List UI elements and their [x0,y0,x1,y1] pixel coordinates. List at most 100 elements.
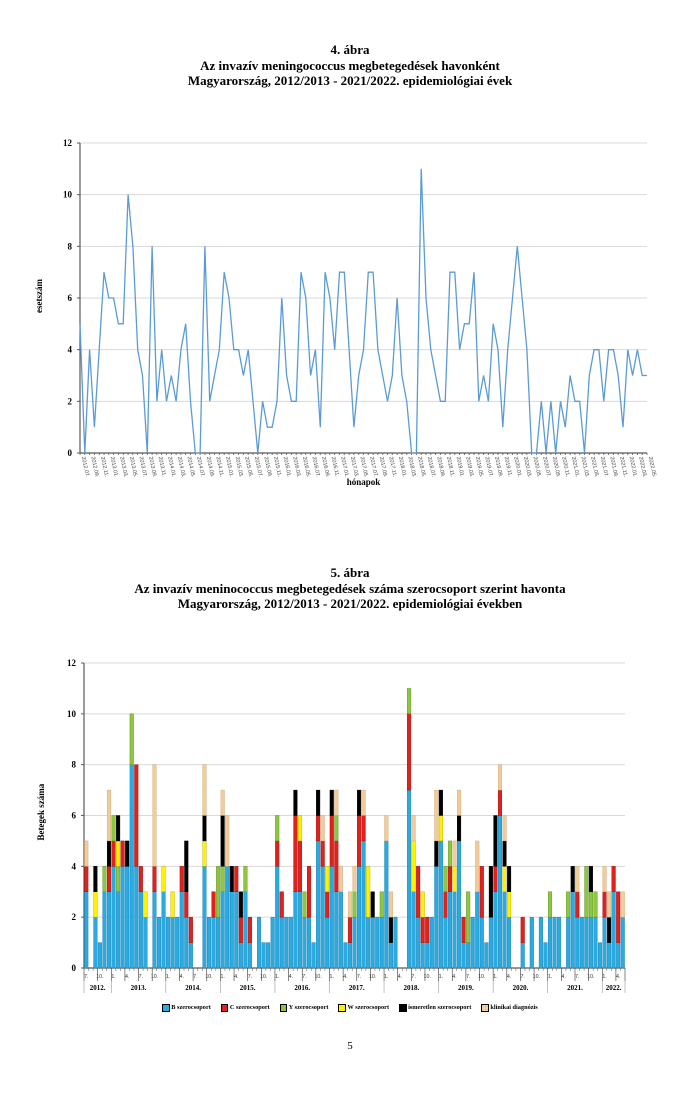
svg-text:7.: 7. [302,974,306,980]
svg-text:2013.01.: 2013.01. [109,456,119,478]
svg-text:7.: 7. [411,974,415,980]
svg-text:1.: 1. [548,974,552,980]
svg-text:2018.11.: 2018.11. [445,456,455,477]
svg-text:2015.03.: 2015.03. [234,456,244,478]
svg-text:1.: 1. [275,974,279,980]
svg-text:2017.: 2017. [349,984,365,992]
svg-text:2017.01.: 2017.01. [339,456,349,478]
svg-text:10: 10 [67,709,77,719]
svg-text:2022.01.: 2022.01. [628,456,638,478]
svg-text:2020.11.: 2020.11. [560,456,570,477]
svg-text:7.: 7. [193,974,197,980]
svg-text:2017.07.: 2017.07. [368,456,378,478]
svg-text:6: 6 [72,811,77,821]
svg-text:4.: 4. [180,974,184,980]
svg-text:10.: 10. [478,974,485,980]
svg-text:1.: 1. [602,974,606,980]
svg-text:2014.05.: 2014.05. [186,456,196,478]
svg-text:8: 8 [72,760,77,770]
svg-text:10: 10 [63,190,73,200]
svg-text:esetszám: esetszám [34,279,44,313]
svg-text:2019.09.: 2019.09. [493,456,503,478]
svg-text:4.: 4. [561,974,565,980]
svg-text:2021.03.: 2021.03. [580,456,590,478]
svg-text:0: 0 [68,448,73,458]
svg-text:2016.09.: 2016.09. [320,456,330,478]
svg-text:2020.05.: 2020.05. [532,456,542,478]
svg-text:2014.11.: 2014.11. [214,456,224,477]
svg-text:2021.05.: 2021.05. [589,456,599,478]
svg-text:2018.01.: 2018.01. [397,456,407,478]
svg-text:6: 6 [68,293,73,303]
svg-text:2012.09.: 2012.09. [89,456,99,478]
svg-text:2013.11.: 2013.11. [157,456,167,477]
svg-text:4.: 4. [125,974,129,980]
svg-text:1.: 1. [330,974,334,980]
svg-text:2021.07.: 2021.07. [599,456,609,478]
svg-text:2016.07.: 2016.07. [310,456,320,478]
svg-text:7.: 7. [357,974,361,980]
svg-text:2020.: 2020. [513,984,529,992]
svg-text:4.: 4. [234,974,238,980]
svg-text:10.: 10. [205,974,212,980]
svg-text:2016.: 2016. [294,984,310,992]
svg-text:4.: 4. [289,974,293,980]
svg-text:10.: 10. [96,974,103,980]
svg-text:2021.09.: 2021.09. [608,456,618,478]
svg-text:2013.03.: 2013.03. [118,456,128,478]
svg-text:2014.03.: 2014.03. [176,456,186,478]
svg-text:2: 2 [68,396,73,406]
svg-text:2017.09.: 2017.09. [378,456,388,478]
svg-text:2016.05.: 2016.05. [301,456,311,478]
svg-text:2018.05.: 2018.05. [416,456,426,478]
svg-text:2019.07.: 2019.07. [483,456,493,478]
svg-text:1.: 1. [493,974,497,980]
svg-text:2018.03.: 2018.03. [407,456,417,478]
svg-text:2014.01.: 2014.01. [166,456,176,478]
svg-text:10.: 10. [151,974,158,980]
svg-text:2015.: 2015. [240,984,256,992]
svg-text:2016.01.: 2016.01. [282,456,292,478]
svg-text:2012.: 2012. [90,984,106,992]
svg-text:2015.05.: 2015.05. [243,456,253,478]
svg-text:12: 12 [67,658,77,668]
svg-text:10.: 10. [424,974,431,980]
svg-text:2019.05.: 2019.05. [474,456,484,478]
svg-text:10.: 10. [533,974,540,980]
svg-text:2015.09.: 2015.09. [262,456,272,478]
svg-text:2014.: 2014. [185,984,201,992]
svg-text:hónapok: hónapok [347,477,381,487]
svg-text:7.: 7. [84,974,88,980]
svg-text:7.: 7. [139,974,143,980]
svg-text:7.: 7. [520,974,524,980]
svg-text:4: 4 [72,861,77,871]
svg-text:2019.: 2019. [458,984,474,992]
svg-text:2019.11.: 2019.11. [503,456,513,477]
svg-text:2022.03.: 2022.03. [637,456,647,478]
svg-text:4.: 4. [343,974,347,980]
svg-text:2020.07.: 2020.07. [541,456,551,478]
svg-text:2016.11.: 2016.11. [330,456,340,477]
svg-text:1.: 1. [384,974,388,980]
svg-text:4.: 4. [507,974,511,980]
svg-text:0: 0 [72,963,77,973]
svg-text:2013.09.: 2013.09. [147,456,157,478]
svg-text:2012.07.: 2012.07. [80,456,90,478]
svg-text:2018.: 2018. [403,984,419,992]
svg-text:2019.01.: 2019.01. [455,456,465,478]
svg-text:10.: 10. [314,974,321,980]
svg-text:2019.03.: 2019.03. [464,456,474,478]
svg-text:2020.01.: 2020.01. [512,456,522,478]
svg-text:1.: 1. [166,974,170,980]
svg-text:Betegek száma: Betegek száma [36,783,46,840]
svg-text:2014.07.: 2014.07. [195,456,205,478]
svg-text:4.: 4. [452,974,456,980]
svg-text:2021.11.: 2021.11. [618,456,628,477]
svg-text:2015.01.: 2015.01. [224,456,234,478]
svg-text:2015.11.: 2015.11. [272,456,282,477]
svg-text:7.: 7. [575,974,579,980]
svg-text:12: 12 [63,138,73,148]
svg-text:2020.03.: 2020.03. [522,456,532,478]
svg-text:4.: 4. [398,974,402,980]
svg-text:1.: 1. [220,974,224,980]
